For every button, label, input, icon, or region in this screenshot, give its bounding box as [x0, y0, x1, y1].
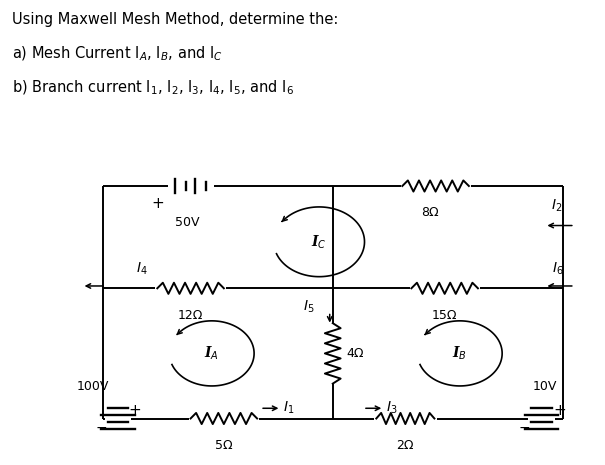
Text: 2Ω: 2Ω [397, 439, 414, 452]
Text: 50V: 50V [175, 216, 200, 229]
Text: 5Ω: 5Ω [215, 439, 233, 452]
Text: +: + [151, 196, 164, 211]
Text: I$_1$: I$_1$ [283, 400, 295, 417]
Text: 12Ω: 12Ω [178, 309, 203, 322]
Text: I$_2$: I$_2$ [551, 198, 562, 214]
Text: 100V: 100V [76, 380, 109, 393]
Text: Using Maxwell Mesh Method, determine the:: Using Maxwell Mesh Method, determine the… [12, 12, 338, 27]
Text: b) Branch current I$_1$, I$_2$, I$_3$, I$_4$, I$_5$, and I$_6$: b) Branch current I$_1$, I$_2$, I$_3$, I… [12, 79, 294, 98]
Text: 8Ω: 8Ω [420, 206, 439, 219]
Text: I$_C$: I$_C$ [311, 233, 327, 251]
Text: +: + [553, 403, 566, 418]
Text: I$_4$: I$_4$ [136, 260, 148, 277]
Text: I$_5$: I$_5$ [303, 299, 315, 315]
Text: 10V: 10V [532, 380, 557, 393]
Text: a) Mesh Current I$_A$, I$_B$, and I$_C$: a) Mesh Current I$_A$, I$_B$, and I$_C$ [12, 44, 223, 63]
Text: 15Ω: 15Ω [432, 309, 457, 322]
Text: I$_3$: I$_3$ [386, 400, 397, 417]
Text: I$_B$: I$_B$ [453, 345, 467, 362]
Text: I$_A$: I$_A$ [204, 345, 219, 362]
Text: +: + [128, 403, 142, 418]
Text: −: − [95, 421, 107, 435]
Text: I$_6$: I$_6$ [552, 260, 564, 277]
Text: −: − [518, 421, 531, 435]
Text: 4Ω: 4Ω [346, 347, 364, 360]
